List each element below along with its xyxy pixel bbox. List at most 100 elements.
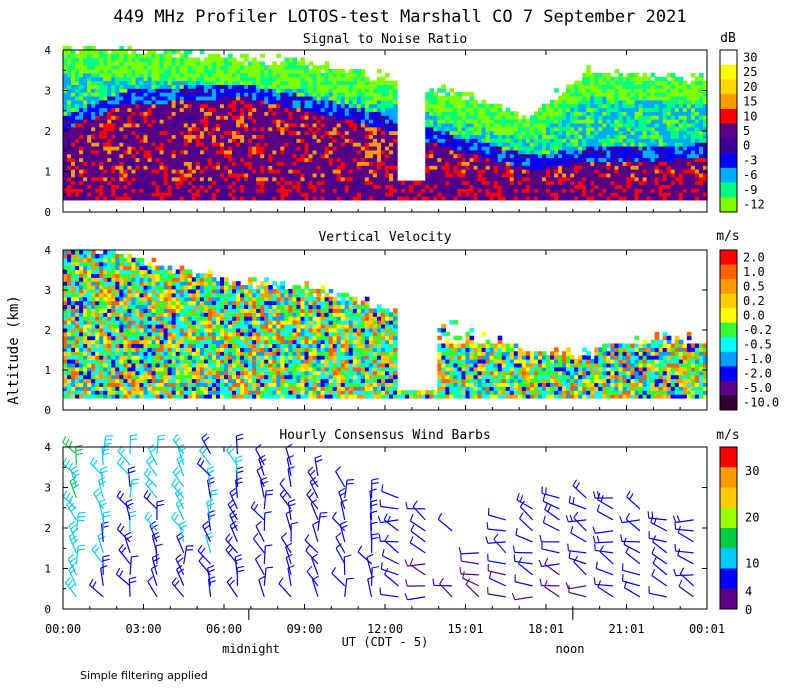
snr-cell xyxy=(570,103,575,109)
snr-cell xyxy=(268,184,273,189)
snr-cell xyxy=(574,84,579,89)
snr-cell xyxy=(256,84,261,89)
snr-cell xyxy=(159,149,165,155)
snr-cell xyxy=(236,80,241,86)
snr-cell xyxy=(199,122,205,128)
snr-cell xyxy=(155,72,161,78)
snr-cell xyxy=(260,184,265,189)
snr-cell xyxy=(626,115,632,120)
snr-cell xyxy=(119,57,124,62)
snr-cell xyxy=(465,196,471,201)
snr-cell xyxy=(332,192,338,197)
snr-cell xyxy=(155,76,161,82)
snr-cell xyxy=(537,169,543,174)
snr-cell xyxy=(183,119,189,124)
snr-cell xyxy=(320,103,326,109)
snr-cell xyxy=(95,138,100,143)
snr-cell xyxy=(670,119,676,124)
snr-cell xyxy=(312,157,318,162)
snr-cell xyxy=(380,126,386,132)
snr-cell xyxy=(602,99,607,105)
snr-cell xyxy=(356,95,362,101)
snr-cell xyxy=(111,153,116,159)
snr-cell xyxy=(268,192,273,197)
snr-cell xyxy=(87,61,92,66)
snr-cell xyxy=(360,145,366,151)
snr-cell xyxy=(686,126,692,132)
snr-cell xyxy=(91,126,96,132)
snr-cell xyxy=(385,92,390,97)
snr-cell xyxy=(385,103,390,109)
snr-cell xyxy=(175,142,181,147)
snr-cell xyxy=(489,130,495,136)
snr-cell xyxy=(505,145,511,151)
snr-cell xyxy=(356,157,362,162)
snr-cell xyxy=(489,180,495,186)
snr-cell xyxy=(191,149,197,155)
snr-cell xyxy=(87,76,92,82)
snr-cell xyxy=(288,138,294,143)
snr-cell xyxy=(493,126,499,132)
snr-cell xyxy=(75,80,80,86)
snr-cell xyxy=(260,76,265,82)
snr-cell xyxy=(119,169,124,174)
snr-cell xyxy=(493,184,499,189)
snr-cell xyxy=(240,176,245,182)
snr-cell xyxy=(541,119,547,124)
snr-cell xyxy=(244,192,249,197)
snr-cell xyxy=(203,76,209,82)
snr-cell xyxy=(574,138,579,143)
y-axis-label: Altitude (km) xyxy=(6,295,22,405)
snr-cell xyxy=(316,72,322,78)
snr-cell xyxy=(199,95,205,101)
snr-cell xyxy=(606,184,611,189)
snr-cell xyxy=(582,153,587,159)
snr-cell xyxy=(320,130,326,136)
snr-cell xyxy=(107,103,112,109)
snr-cell xyxy=(457,196,463,201)
snr-cell xyxy=(465,111,471,116)
snr-cell xyxy=(513,153,519,159)
snr-cell xyxy=(224,76,229,82)
snr-cell xyxy=(529,192,535,197)
snr-cell xyxy=(328,69,334,74)
snr-cell xyxy=(662,80,668,86)
snr-cell xyxy=(155,122,161,128)
snr-cell xyxy=(268,88,273,93)
snr-cell xyxy=(489,138,495,143)
snr-cell xyxy=(199,84,205,89)
snr-cell xyxy=(558,196,563,201)
snr-cell xyxy=(151,169,157,174)
snr-cell xyxy=(622,119,628,124)
snr-cell xyxy=(586,180,591,186)
snr-cell xyxy=(123,161,128,166)
snr-cell xyxy=(123,72,128,78)
snr-cell xyxy=(473,165,479,170)
snr-cell xyxy=(457,161,463,166)
snr-cell xyxy=(356,172,362,178)
snr-cell xyxy=(590,161,595,166)
snr-cell xyxy=(405,184,410,189)
snr-cell xyxy=(469,176,475,182)
snr-cell xyxy=(626,99,632,105)
snr-cell xyxy=(308,192,314,197)
snr-cell xyxy=(662,180,668,186)
snr-cell xyxy=(590,92,595,97)
snr-cell xyxy=(566,184,571,189)
snr-cell xyxy=(215,161,221,166)
snr-cell xyxy=(63,172,68,178)
snr-cell xyxy=(280,115,285,120)
snr-cell xyxy=(546,107,551,112)
snr-cell xyxy=(187,134,193,139)
snr-cell xyxy=(276,65,281,70)
snr-cell xyxy=(75,188,80,193)
snr-cell xyxy=(260,145,265,151)
snr-cell xyxy=(638,134,644,139)
snr-cell xyxy=(236,188,241,193)
snr-cell xyxy=(469,122,475,128)
snr-cell xyxy=(389,103,394,109)
snr-cell xyxy=(143,126,149,132)
snr-cell xyxy=(360,180,366,186)
snr-cell xyxy=(638,84,644,89)
snr-cell xyxy=(300,65,306,70)
